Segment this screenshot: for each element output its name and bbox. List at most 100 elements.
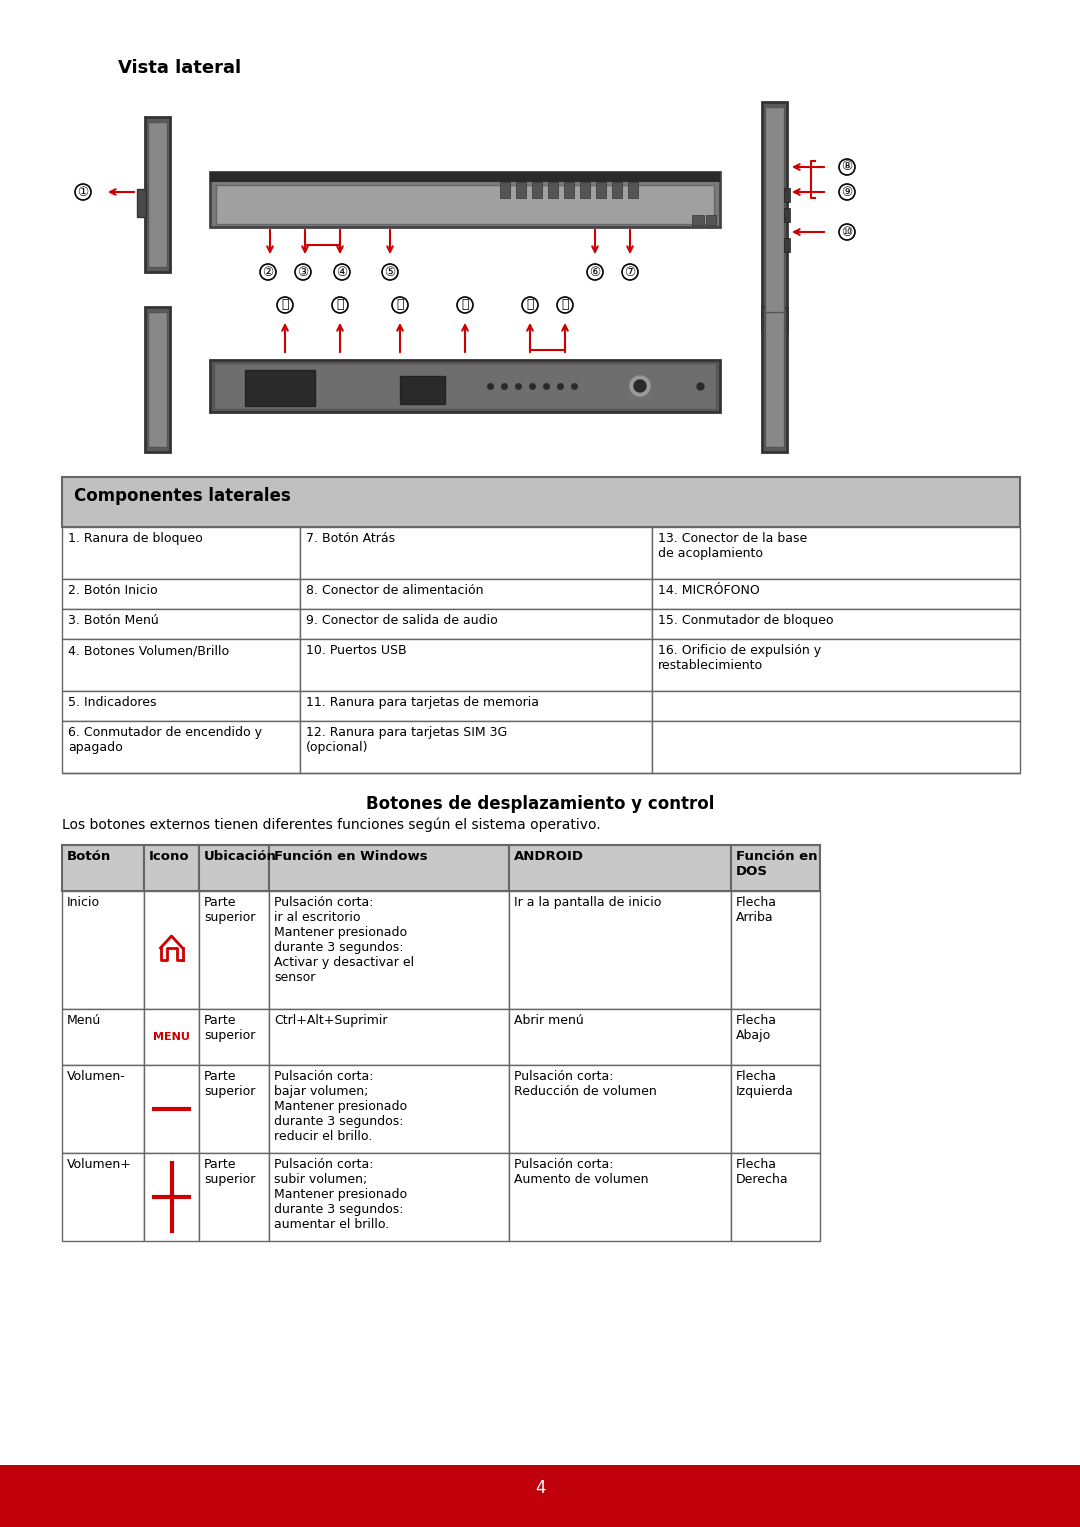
Text: 9. Conector de salida de audio: 9. Conector de salida de audio — [306, 614, 498, 628]
FancyBboxPatch shape — [580, 182, 590, 199]
Text: Parte
superior: Parte superior — [204, 1014, 255, 1041]
FancyBboxPatch shape — [62, 1064, 144, 1153]
Text: ①: ① — [78, 185, 89, 199]
Text: ⑬: ⑬ — [396, 298, 404, 312]
FancyBboxPatch shape — [784, 208, 789, 221]
Text: 2. Botón Inicio: 2. Botón Inicio — [68, 583, 158, 597]
Text: Flecha
Arriba: Flecha Arriba — [735, 896, 777, 924]
Text: ②: ② — [262, 266, 273, 278]
FancyBboxPatch shape — [62, 890, 144, 1009]
Text: Los botones externos tienen diferentes funciones según el sistema operativo.: Los botones externos tienen diferentes f… — [62, 817, 600, 832]
FancyBboxPatch shape — [762, 102, 787, 331]
Text: Menú: Menú — [67, 1014, 102, 1028]
FancyBboxPatch shape — [762, 307, 787, 452]
FancyBboxPatch shape — [500, 182, 510, 199]
FancyBboxPatch shape — [199, 890, 269, 1009]
FancyBboxPatch shape — [509, 890, 731, 1009]
FancyBboxPatch shape — [548, 182, 558, 199]
Text: Vista lateral: Vista lateral — [118, 60, 241, 76]
FancyBboxPatch shape — [784, 238, 789, 252]
Text: 16. Orificio de expulsión y
restablecimiento: 16. Orificio de expulsión y restablecimi… — [658, 644, 821, 672]
Text: 10. Puertos USB: 10. Puertos USB — [306, 644, 407, 657]
FancyBboxPatch shape — [210, 360, 720, 412]
Text: Función en Windows: Función en Windows — [274, 851, 428, 863]
Text: 5. Indicadores: 5. Indicadores — [68, 696, 157, 709]
FancyBboxPatch shape — [731, 844, 820, 890]
FancyBboxPatch shape — [145, 118, 170, 272]
Text: Parte
superior: Parte superior — [204, 1157, 255, 1186]
FancyBboxPatch shape — [62, 692, 300, 721]
Text: Parte
superior: Parte superior — [204, 1070, 255, 1098]
FancyBboxPatch shape — [532, 182, 542, 199]
Text: ⑯: ⑯ — [562, 298, 569, 312]
FancyBboxPatch shape — [269, 1064, 509, 1153]
Text: 14. MICRÓFONO: 14. MICRÓFONO — [658, 583, 759, 597]
FancyBboxPatch shape — [144, 844, 199, 890]
Text: 6. Conmutador de encendido y
apagado: 6. Conmutador de encendido y apagado — [68, 725, 262, 754]
Circle shape — [630, 376, 650, 395]
FancyBboxPatch shape — [137, 189, 146, 217]
Text: Botón: Botón — [67, 851, 111, 863]
FancyBboxPatch shape — [62, 476, 1020, 527]
FancyBboxPatch shape — [62, 721, 300, 773]
FancyBboxPatch shape — [596, 182, 606, 199]
Text: Inicio: Inicio — [67, 896, 100, 909]
Text: Flecha
Derecha: Flecha Derecha — [735, 1157, 788, 1186]
Text: 4. Botones Volumen/Brillo: 4. Botones Volumen/Brillo — [68, 644, 229, 657]
Circle shape — [634, 380, 646, 392]
Text: Flecha
Abajo: Flecha Abajo — [735, 1014, 777, 1041]
FancyBboxPatch shape — [144, 1064, 199, 1153]
FancyBboxPatch shape — [784, 188, 789, 202]
Text: MENU: MENU — [153, 1032, 190, 1041]
Text: 8. Conector de alimentación: 8. Conector de alimentación — [306, 583, 484, 597]
Text: ⑮: ⑮ — [526, 298, 534, 312]
FancyBboxPatch shape — [62, 638, 300, 692]
FancyBboxPatch shape — [400, 376, 445, 405]
FancyBboxPatch shape — [765, 312, 784, 447]
FancyBboxPatch shape — [706, 215, 716, 224]
FancyBboxPatch shape — [210, 173, 720, 228]
Text: 4: 4 — [535, 1480, 545, 1496]
Text: Ctrl+Alt+Suprimir: Ctrl+Alt+Suprimir — [274, 1014, 388, 1028]
Text: Volumen-: Volumen- — [67, 1070, 125, 1083]
Text: ⑭: ⑭ — [461, 298, 469, 312]
FancyBboxPatch shape — [245, 370, 315, 406]
Text: ⑦: ⑦ — [624, 266, 636, 278]
FancyBboxPatch shape — [62, 579, 300, 609]
FancyBboxPatch shape — [652, 692, 1020, 721]
Text: Ir a la pantalla de inicio: Ir a la pantalla de inicio — [514, 896, 661, 909]
Text: ⑫: ⑫ — [336, 298, 343, 312]
FancyBboxPatch shape — [269, 890, 509, 1009]
FancyBboxPatch shape — [300, 721, 652, 773]
FancyBboxPatch shape — [692, 215, 704, 224]
Text: Abrir menú: Abrir menú — [514, 1014, 584, 1028]
FancyBboxPatch shape — [210, 173, 720, 182]
Text: ⑩: ⑩ — [841, 226, 852, 238]
Text: 13. Conector de la base
de acoplamiento: 13. Conector de la base de acoplamiento — [658, 531, 807, 560]
FancyBboxPatch shape — [509, 1153, 731, 1241]
FancyBboxPatch shape — [652, 609, 1020, 638]
FancyBboxPatch shape — [199, 1064, 269, 1153]
FancyBboxPatch shape — [148, 312, 167, 447]
FancyBboxPatch shape — [300, 692, 652, 721]
FancyBboxPatch shape — [731, 890, 820, 1009]
FancyBboxPatch shape — [214, 363, 716, 409]
Text: ⑨: ⑨ — [841, 185, 852, 199]
FancyBboxPatch shape — [731, 1009, 820, 1064]
FancyBboxPatch shape — [731, 1064, 820, 1153]
Text: Pulsación corta:
ir al escritorio
Mantener presionado
durante 3 segundos:
Activa: Pulsación corta: ir al escritorio Manten… — [274, 896, 414, 983]
FancyBboxPatch shape — [199, 1009, 269, 1064]
FancyBboxPatch shape — [627, 182, 638, 199]
Text: Pulsación corta:
subir volumen;
Mantener presionado
durante 3 segundos:
aumentar: Pulsación corta: subir volumen; Mantener… — [274, 1157, 407, 1231]
Text: ④: ④ — [336, 266, 348, 278]
FancyBboxPatch shape — [145, 307, 170, 452]
Text: ANDROID: ANDROID — [514, 851, 584, 863]
FancyBboxPatch shape — [612, 182, 622, 199]
FancyBboxPatch shape — [509, 1064, 731, 1153]
FancyBboxPatch shape — [731, 1153, 820, 1241]
Text: ③: ③ — [297, 266, 309, 278]
FancyBboxPatch shape — [300, 579, 652, 609]
FancyBboxPatch shape — [652, 721, 1020, 773]
FancyBboxPatch shape — [62, 527, 300, 579]
Text: 15. Conmutador de bloqueo: 15. Conmutador de bloqueo — [658, 614, 834, 628]
